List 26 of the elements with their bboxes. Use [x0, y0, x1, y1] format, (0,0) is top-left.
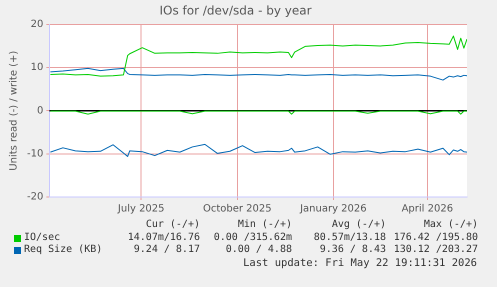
y-tick-label: -10 [26, 148, 44, 160]
text: 176.42 /195.80 [392, 232, 478, 244]
text: 0.00 /315.62m [212, 232, 292, 244]
y-tick-label: 10 [30, 62, 44, 74]
text: Avg (-/+) [330, 219, 386, 232]
text: Last update: Fri May 22 19:11:31 2026 [243, 257, 477, 269]
y-tick-label: 20 [30, 18, 44, 30]
text: 9.36 / 8.43 [318, 244, 386, 256]
text: 0.00 / 4.88 [224, 244, 292, 256]
text: 80.57m/13.18 [312, 232, 386, 244]
y-tick-label: -20 [26, 192, 44, 203]
text: 130.12 /203.27 [392, 244, 478, 256]
text: Max (-/+) [422, 219, 478, 232]
text: Min (-/+) [236, 219, 292, 232]
text: 9.24 / 8.17 [132, 244, 200, 256]
x-tick-label: October 2025 [202, 204, 272, 215]
legend-label: IO/sec [24, 232, 62, 244]
text: 14.07m/16.76 [126, 232, 200, 244]
legend-label: Req Size (KB) [24, 244, 104, 256]
y-tick-label: 0 [36, 105, 44, 116]
y-axis-title: Units read (-) / write (+) [8, 50, 20, 171]
text: Cur (-/+) [144, 219, 200, 232]
x-tick-label: April 2026 [402, 204, 454, 215]
x-tick-label: July 2025 [116, 204, 165, 215]
x-tick-label: January 2026 [299, 204, 367, 215]
chart-title: IOs for /dev/sda - by year [159, 3, 312, 18]
